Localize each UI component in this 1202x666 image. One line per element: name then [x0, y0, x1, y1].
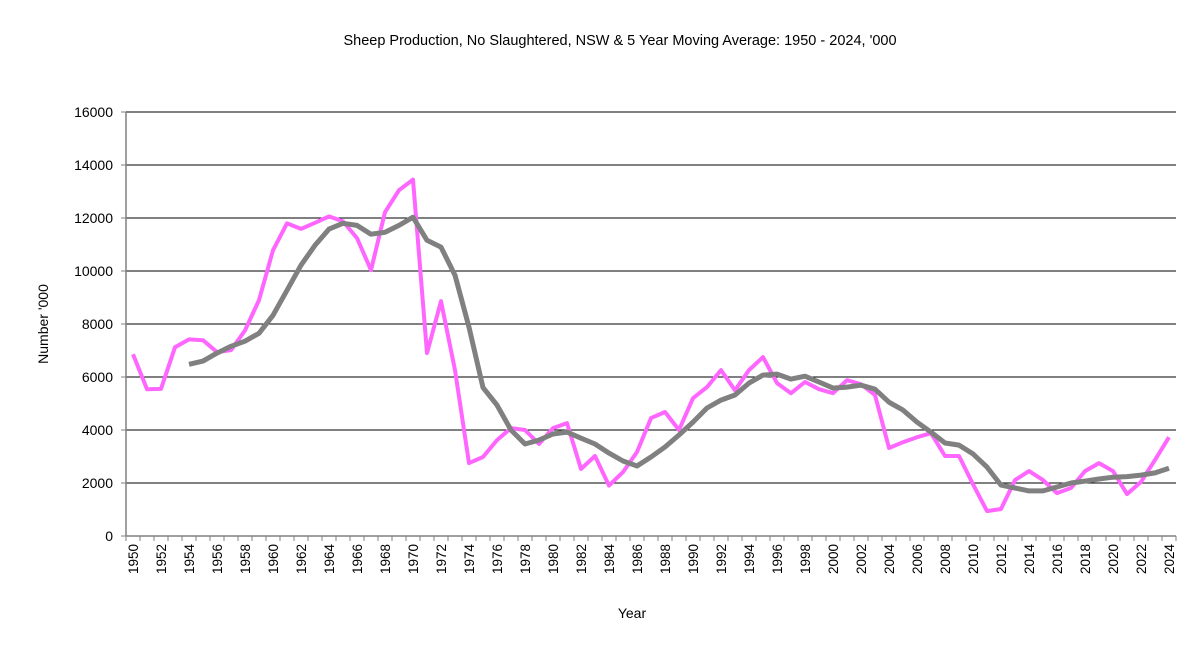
x-tick-label: 1998 [798, 544, 813, 574]
x-tick-label: 1954 [182, 544, 197, 575]
x-axis: 1950 1952 1954 1956 1958 1960 1962 1964 1966 1968… [125, 535, 1177, 575]
chart-title: Sheep Production, No Slaughtered, NSW & … [343, 33, 896, 49]
x-tick-label: 1952 [154, 544, 169, 574]
x-tick-label: 2010 [966, 544, 981, 574]
x-tick-label: 2016 [1050, 544, 1065, 574]
x-tick-label: 2008 [938, 544, 953, 574]
x-tick-label: 2014 [1022, 544, 1037, 575]
y-tick-label: 12000 [74, 210, 113, 226]
x-tick-label: 1968 [378, 544, 393, 574]
x-tick-label: 2018 [1078, 544, 1093, 574]
x-tick-label: 2022 [1134, 544, 1149, 574]
y-axis: 0 2000 4000 6000 8000 10000 12000 14000 16000 [74, 104, 127, 544]
x-tick-label: 1980 [546, 544, 561, 574]
x-tick-label: 2020 [1106, 544, 1121, 574]
x-tick-label: 1990 [686, 544, 701, 574]
x-tick-label: 1988 [658, 544, 673, 574]
x-tick-label: 1984 [602, 544, 617, 575]
y-tick-label: 16000 [74, 104, 113, 120]
series-line-moving-average [188, 214, 1170, 494]
y-tick-label: 6000 [82, 369, 113, 385]
x-tick-label: 2012 [994, 544, 1009, 574]
x-tick-label: 1960 [266, 544, 281, 574]
y-tick-label: 14000 [74, 157, 113, 173]
x-tick-label: 1994 [742, 544, 757, 575]
x-tick-label: 2000 [826, 544, 841, 574]
x-tick-label: 1976 [490, 544, 505, 574]
x-tick-label: 1962 [294, 544, 309, 574]
x-axis-label: Year [618, 605, 647, 621]
x-tick-label: 1972 [434, 544, 449, 574]
x-tick-label: 1986 [630, 544, 645, 574]
y-tick-label: 2000 [82, 475, 113, 491]
x-tick-label: 1966 [350, 544, 365, 574]
series-group [131, 177, 1171, 514]
series-line-slaughtered [131, 177, 1171, 514]
x-tick-label: 1996 [770, 544, 785, 574]
x-tick-label: 1992 [714, 544, 729, 574]
x-tick-label: 1958 [238, 544, 253, 574]
gridlines [126, 111, 1176, 484]
x-tick-label: 1982 [574, 544, 589, 574]
x-tick-label: 1970 [406, 544, 421, 574]
x-tick-label: 1950 [126, 544, 141, 574]
x-tick-label: 2004 [882, 544, 897, 575]
y-tick-label: 4000 [82, 422, 113, 438]
x-tick-label: 1956 [210, 544, 225, 574]
x-tick-label: 1974 [462, 544, 477, 575]
x-tick-label: 1964 [322, 544, 337, 575]
y-tick-label: 8000 [82, 316, 113, 332]
x-tick-label: 2024 [1162, 544, 1177, 575]
x-tick-label: 2006 [910, 544, 925, 574]
y-axis-label: Number '000 [35, 284, 51, 364]
x-tick-label: 1978 [518, 544, 533, 574]
y-tick-label: 0 [105, 528, 113, 544]
y-tick-label: 10000 [74, 263, 113, 279]
x-tick-label: 2002 [854, 544, 869, 574]
